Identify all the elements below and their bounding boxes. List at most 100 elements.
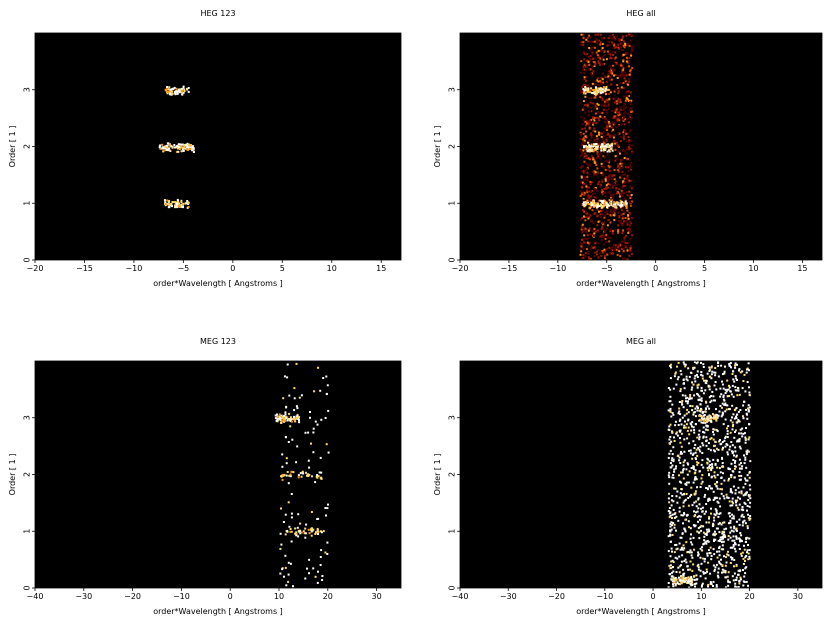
cluster-pixel: [180, 201, 183, 204]
cluster-pixel: [593, 88, 596, 91]
count-pixel: [714, 399, 716, 402]
cluster-pixel: [182, 91, 185, 94]
count-pixel: [680, 432, 683, 435]
count-pixel: [631, 49, 634, 52]
count-pixel: [591, 193, 594, 196]
count-pixel: [616, 254, 619, 256]
cluster-pixel: [289, 473, 292, 476]
count-pixel: [620, 39, 623, 41]
count-pixel: [584, 65, 587, 68]
count-pixel: [583, 58, 586, 61]
cluster-pixel: [166, 144, 169, 147]
count-pixel: [714, 514, 717, 517]
cluster-pixel: [281, 415, 284, 418]
count-pixel: [668, 512, 671, 515]
count-pixel: [742, 562, 745, 565]
count-pixel: [697, 520, 699, 523]
count-pixel: [629, 116, 632, 119]
count-pixel: [624, 150, 627, 153]
count-pixel: [593, 119, 596, 122]
count-pixel: [721, 414, 724, 417]
cluster-pixel: [593, 145, 596, 148]
count-pixel: [326, 384, 329, 387]
count-pixel: [613, 182, 616, 185]
count-pixel: [669, 449, 672, 452]
count-pixel: [746, 505, 749, 507]
count-pixel: [687, 367, 690, 370]
cluster-pixel: [182, 86, 185, 89]
x-tick-label: −40: [27, 592, 44, 601]
count-pixel: [719, 395, 722, 398]
count-pixel: [588, 196, 591, 199]
count-pixel: [612, 33, 615, 36]
count-pixel: [682, 406, 685, 409]
count-pixel: [586, 171, 589, 174]
count-pixel: [596, 167, 599, 170]
count-pixel: [617, 90, 620, 93]
count-pixel: [704, 407, 707, 410]
count-pixel: [736, 499, 739, 502]
cluster-pixel: [590, 149, 593, 152]
count-pixel: [741, 551, 744, 554]
count-pixel: [589, 49, 591, 52]
count-pixel: [583, 192, 586, 195]
count-pixel: [612, 123, 615, 126]
cluster-pixel: [691, 580, 693, 583]
count-pixel: [608, 77, 611, 80]
count-pixel: [613, 44, 615, 47]
count-pixel: [708, 498, 711, 501]
count-pixel: [739, 540, 741, 543]
count-pixel: [322, 377, 325, 379]
count-pixel: [735, 527, 738, 530]
cluster-pixel: [706, 415, 709, 418]
count-pixel: [607, 73, 610, 76]
cluster-pixel: [166, 199, 169, 202]
count-pixel: [590, 181, 593, 184]
cluster-pixel: [587, 203, 590, 205]
cluster-pixel: [168, 144, 171, 147]
count-pixel: [614, 115, 617, 118]
count-pixel: [285, 457, 288, 460]
count-pixel: [602, 139, 605, 142]
cluster-pixel: [702, 414, 705, 417]
count-pixel: [696, 376, 699, 378]
count-pixel: [708, 530, 711, 533]
count-pixel: [685, 423, 688, 426]
count-pixel: [705, 534, 708, 536]
count-pixel: [733, 467, 736, 470]
count-pixel: [740, 578, 742, 581]
cluster-pixel: [680, 582, 683, 585]
count-pixel: [676, 434, 679, 437]
count-pixel: [629, 247, 632, 250]
cluster-pixel: [687, 578, 690, 581]
count-pixel: [604, 191, 607, 194]
cluster-pixel: [678, 583, 681, 586]
cluster-pixel: [606, 88, 609, 91]
count-pixel: [616, 165, 619, 168]
count-pixel: [586, 167, 589, 170]
count-pixel: [607, 174, 610, 177]
count-pixel: [624, 80, 627, 83]
count-pixel: [614, 148, 617, 151]
count-pixel: [592, 156, 595, 159]
count-pixel: [594, 187, 597, 189]
count-pixel: [617, 191, 620, 194]
count-pixel: [738, 582, 741, 585]
x-tick-label: −10: [549, 264, 566, 273]
count-pixel: [698, 395, 701, 398]
count-pixel: [674, 584, 677, 587]
cluster-pixel: [182, 146, 185, 149]
count-pixel: [623, 177, 626, 180]
count-pixel: [741, 387, 744, 390]
x-tick-label: −10: [596, 592, 613, 601]
cluster-pixel: [185, 202, 188, 205]
count-pixel: [608, 96, 611, 99]
count-pixel: [705, 382, 708, 385]
count-pixel: [671, 524, 673, 527]
count-pixel: [598, 62, 600, 65]
count-pixel: [698, 438, 701, 441]
count-pixel: [590, 107, 593, 110]
count-pixel: [708, 460, 711, 463]
count-pixel: [684, 394, 687, 397]
count-pixel: [679, 388, 682, 391]
